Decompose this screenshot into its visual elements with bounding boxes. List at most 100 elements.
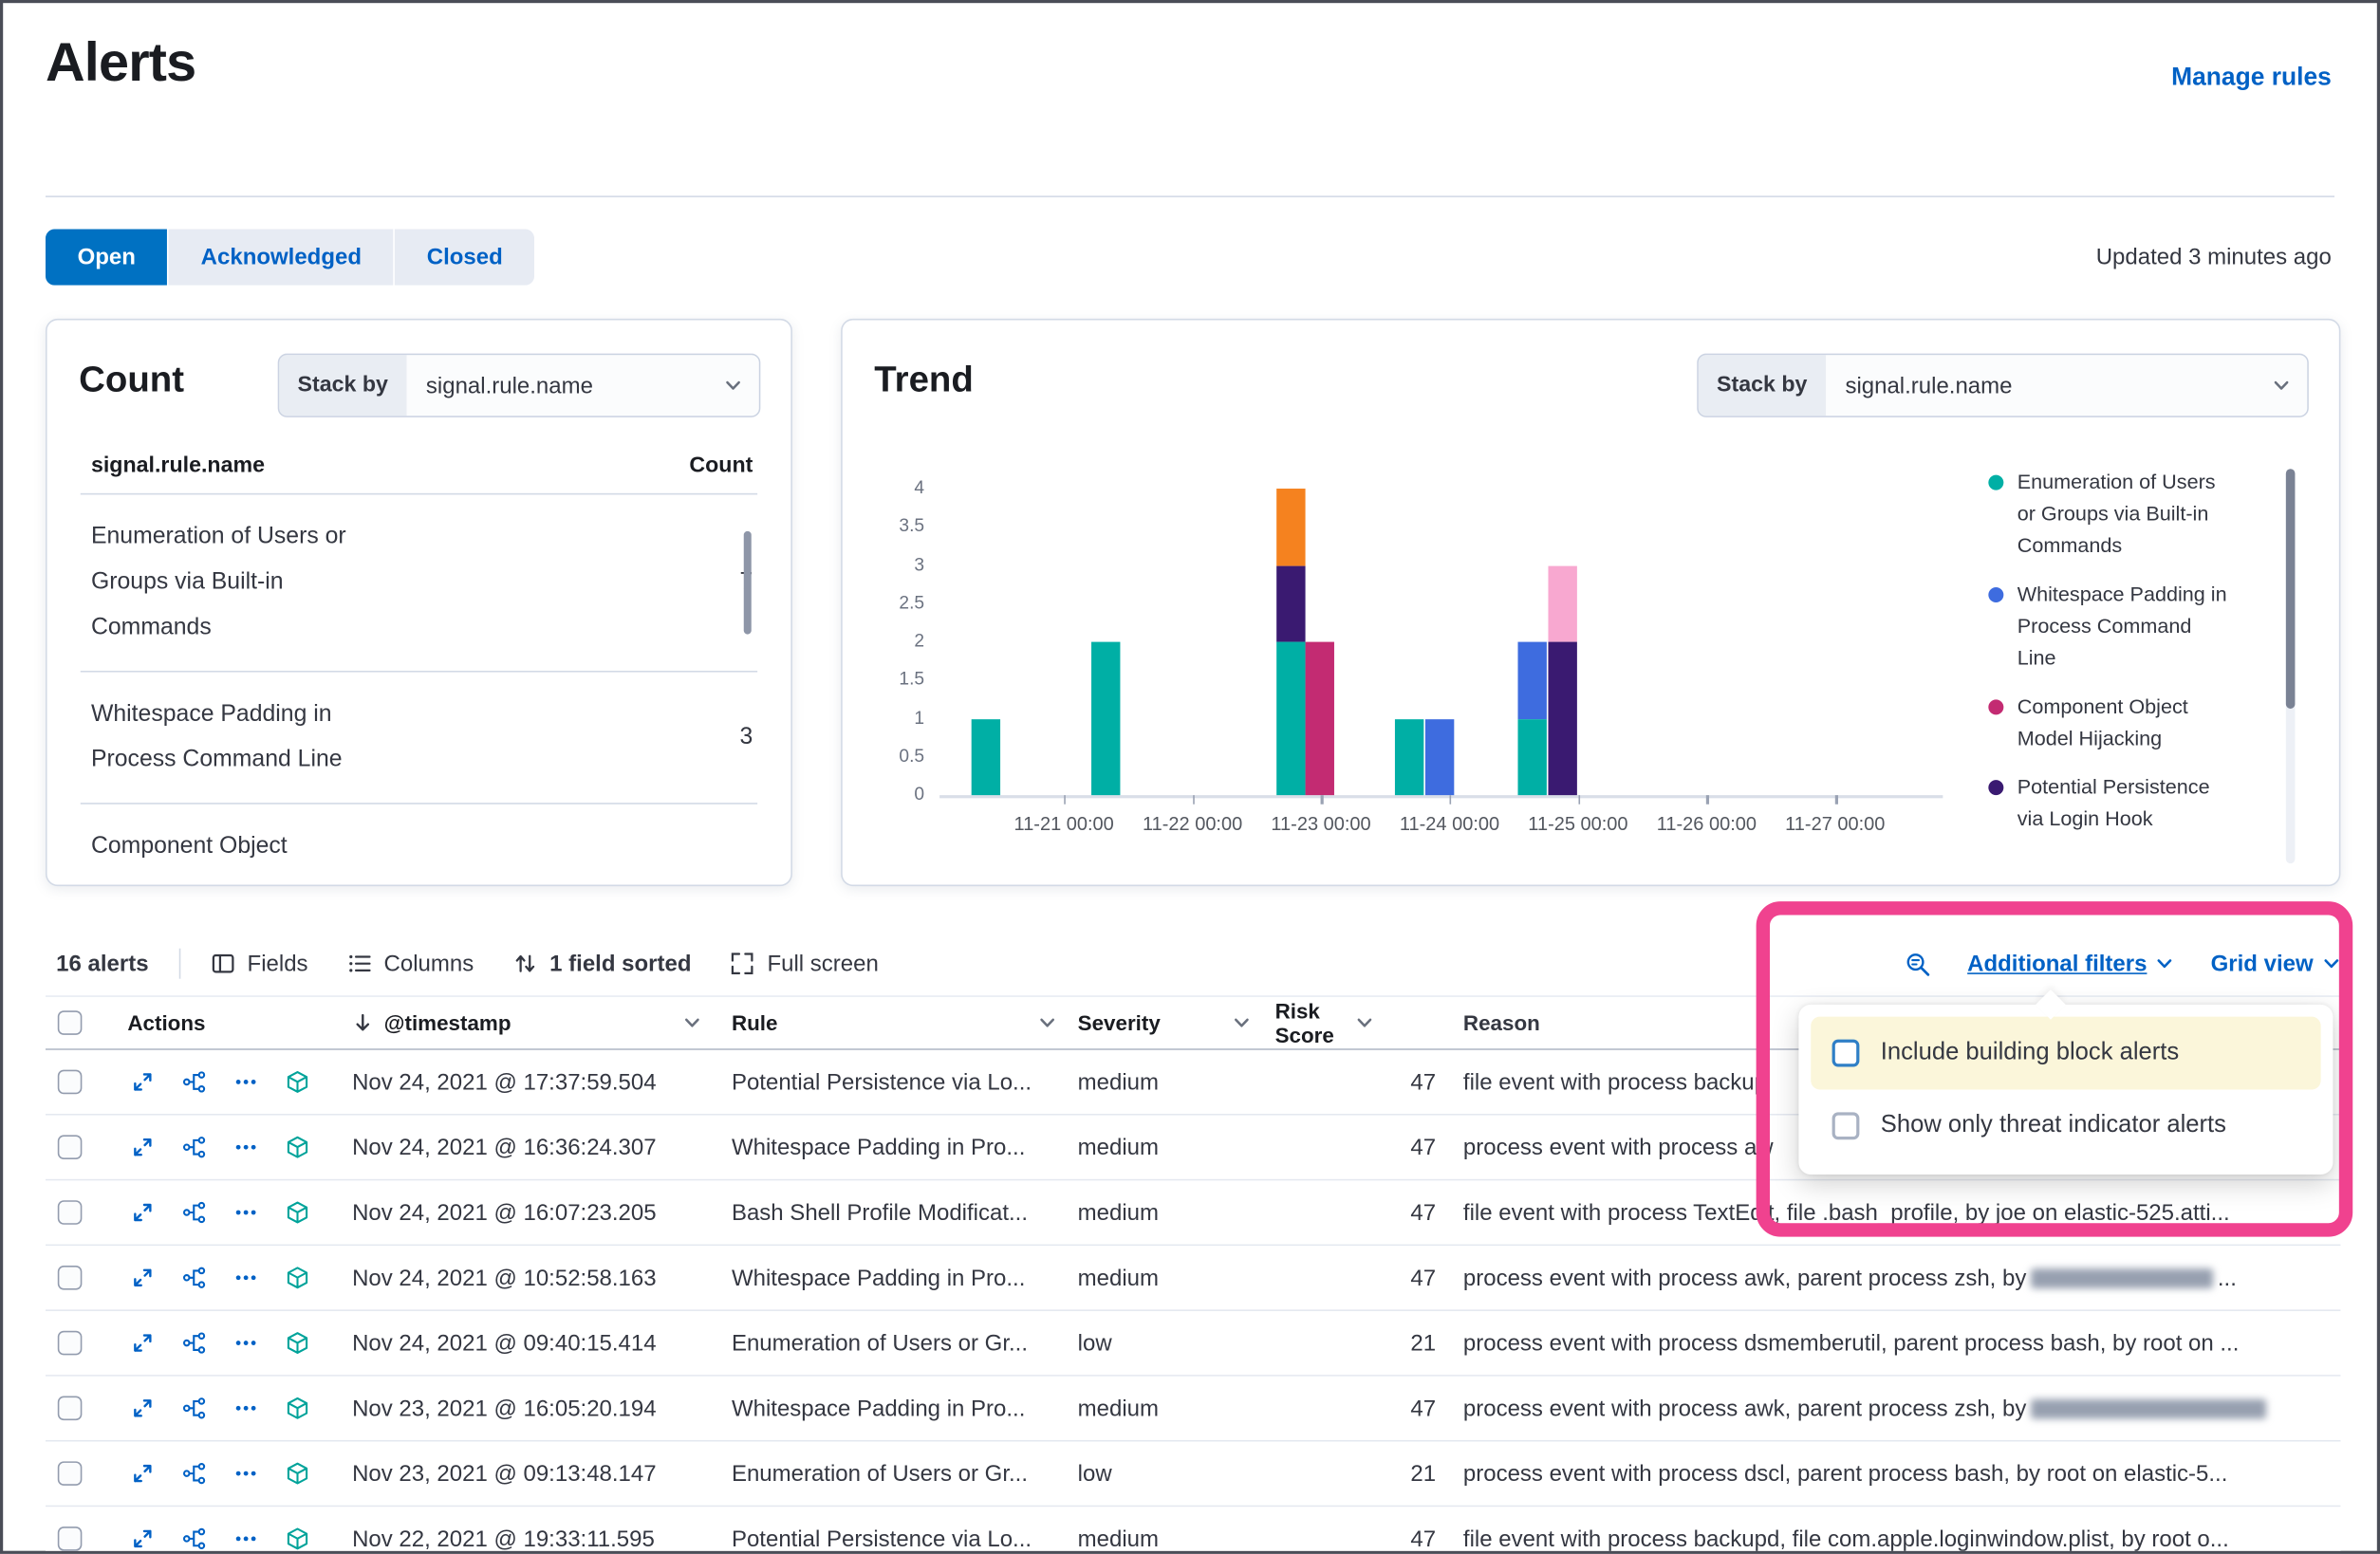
- row-actions: [82, 1116, 340, 1179]
- rule-cell[interactable]: Potential Persistence via Lo...: [731, 1526, 1032, 1552]
- endpoint-cube-icon: [286, 1331, 310, 1356]
- timestamp-cell: Nov 24, 2021 @ 09:40:15.414: [352, 1329, 657, 1357]
- full-screen-button[interactable]: Full screen: [731, 951, 879, 976]
- x-axis-tick-mark: [1449, 795, 1452, 805]
- row-checkbox[interactable]: [57, 1526, 83, 1551]
- row-checkbox[interactable]: [57, 1135, 83, 1160]
- grid-view-button[interactable]: Grid view: [2211, 951, 2341, 976]
- more-actions-icon[interactable]: [233, 1266, 258, 1290]
- row-checkbox[interactable]: [57, 1200, 83, 1225]
- tab-acknowledged[interactable]: Acknowledged: [169, 229, 394, 286]
- legend-item[interactable]: Whitespace Padding in Process Command Li…: [1988, 578, 2246, 674]
- timestamp-cell: Nov 23, 2021 @ 16:05:20.194: [352, 1395, 657, 1421]
- legend-item[interactable]: Component Object Model Hijacking: [1988, 691, 2246, 754]
- risk-score-header[interactable]: Risk Score: [1275, 997, 1458, 1048]
- row-checkbox[interactable]: [57, 1461, 83, 1486]
- sort-fields-button[interactable]: 1 field sorted: [513, 951, 691, 976]
- rule-cell[interactable]: Bash Shell Profile Modificat...: [731, 1199, 1029, 1226]
- expand-alert-icon[interactable]: [131, 1461, 156, 1486]
- analyze-event-icon[interactable]: [182, 1526, 207, 1551]
- row-checkbox[interactable]: [57, 1396, 83, 1421]
- reason-cell: process event with process dsmemberutil,…: [1462, 1329, 2240, 1357]
- legend-item[interactable]: Enumeration of Users or Groups via Built…: [1988, 466, 2246, 562]
- expand-alert-icon[interactable]: [131, 1266, 156, 1290]
- severity-cell: medium: [1077, 1395, 1159, 1421]
- rule-cell[interactable]: Potential Persistence via Lo...: [731, 1068, 1032, 1096]
- alerts-table-header: Actions @timestamp Rule Severity Risk Sc…: [45, 995, 2341, 1050]
- severity-header[interactable]: Severity: [1078, 997, 1275, 1048]
- count-col-name: signal.rule.name: [90, 453, 266, 478]
- trend-bar-segment: [1276, 564, 1306, 642]
- trend-bar: [1548, 564, 1578, 796]
- fields-button[interactable]: Fields: [211, 951, 308, 976]
- table-row: Nov 23, 2021 @ 16:05:20.194 Whitespace P…: [45, 1376, 2341, 1442]
- expand-alert-icon[interactable]: [131, 1200, 156, 1225]
- rule-cell[interactable]: Whitespace Padding in Pro...: [731, 1134, 1026, 1160]
- reason-cell: process event with process awk, parent p…: [1458, 1377, 2341, 1440]
- select-all-checkbox[interactable]: [57, 1010, 83, 1035]
- inspect-icon[interactable]: [1906, 951, 1931, 976]
- rule-cell[interactable]: Enumeration of Users or Gr...: [731, 1460, 1028, 1487]
- checkbox[interactable]: [1831, 1112, 1860, 1140]
- more-actions-icon[interactable]: [233, 1526, 258, 1551]
- rule-cell[interactable]: Whitespace Padding in Pro...: [731, 1395, 1026, 1421]
- analyze-event-icon[interactable]: [182, 1135, 207, 1159]
- trend-stack-by-select[interactable]: signal.rule.name: [1825, 355, 2308, 416]
- analyze-event-icon[interactable]: [182, 1461, 207, 1486]
- columns-icon: [347, 952, 372, 976]
- reason-cell: process event with process awk, parent p…: [1462, 1265, 2237, 1291]
- rule-header[interactable]: Rule: [716, 997, 1078, 1048]
- actions-header: Actions: [127, 1010, 206, 1035]
- rule-cell[interactable]: Whitespace Padding in Pro...: [731, 1265, 1026, 1291]
- more-actions-icon[interactable]: [233, 1200, 258, 1225]
- endpoint-cube-icon: [286, 1266, 310, 1290]
- manage-rules-link[interactable]: Manage rules: [2171, 64, 2332, 91]
- expand-alert-icon[interactable]: [131, 1331, 156, 1356]
- count-scrollbar[interactable]: [743, 530, 752, 635]
- more-actions-icon[interactable]: [233, 1331, 258, 1356]
- chevron-down-icon: [2156, 954, 2174, 972]
- analyze-event-icon[interactable]: [182, 1331, 207, 1356]
- more-actions-icon[interactable]: [233, 1461, 258, 1486]
- analyze-event-icon[interactable]: [182, 1070, 207, 1095]
- more-actions-icon[interactable]: [233, 1070, 258, 1095]
- expand-alert-icon[interactable]: [131, 1135, 156, 1159]
- more-actions-icon[interactable]: [233, 1397, 258, 1421]
- alert-count-label: 16 alerts: [56, 951, 149, 977]
- filter-option[interactable]: Include building block alerts: [1811, 1016, 2321, 1090]
- expand-alert-icon[interactable]: [131, 1070, 156, 1095]
- analyze-event-icon[interactable]: [182, 1397, 207, 1421]
- row-checkbox[interactable]: [57, 1265, 83, 1290]
- expand-alert-icon[interactable]: [131, 1397, 156, 1421]
- row-actions: [82, 1311, 340, 1375]
- x-axis-tick-label: 11-23 00:00: [1271, 813, 1371, 835]
- expand-alert-icon[interactable]: [131, 1526, 156, 1551]
- row-checkbox[interactable]: [57, 1330, 83, 1356]
- trend-bar-segment: [1424, 718, 1455, 796]
- severity-cell: medium: [1077, 1265, 1159, 1291]
- legend-scrollbar[interactable]: [2285, 469, 2296, 864]
- reason-header[interactable]: Reason: [1462, 1010, 1540, 1035]
- timestamp-header[interactable]: @timestamp: [340, 997, 716, 1048]
- rule-cell[interactable]: Enumeration of Users or Gr...: [731, 1329, 1028, 1357]
- checkbox[interactable]: [1831, 1039, 1860, 1067]
- legend-item[interactable]: Potential Persistence via Login Hook: [1988, 771, 2246, 835]
- fields-icon: [211, 952, 235, 976]
- trend-bar-segment: [1548, 641, 1578, 796]
- trend-bar: [1395, 718, 1424, 796]
- tab-open[interactable]: Open: [45, 229, 168, 286]
- count-table: signal.rule.name Count Enumeration of Us…: [80, 438, 758, 884]
- additional-filters-button[interactable]: Additional filters: [1967, 951, 2174, 976]
- columns-button[interactable]: Columns: [347, 951, 474, 976]
- reason-cell: file event with process backup: [1462, 1068, 1767, 1096]
- analyze-event-icon[interactable]: [182, 1200, 207, 1225]
- tab-closed[interactable]: Closed: [395, 229, 535, 286]
- more-actions-icon[interactable]: [233, 1135, 258, 1159]
- row-checkbox-cell: [46, 1246, 83, 1309]
- filter-option[interactable]: Show only threat indicator alerts: [1811, 1089, 2320, 1162]
- count-stack-by-select[interactable]: signal.rule.name: [406, 355, 759, 416]
- analyze-event-icon[interactable]: [182, 1266, 207, 1290]
- y-axis-tick-label: 1.5: [899, 668, 925, 690]
- row-checkbox[interactable]: [57, 1069, 83, 1095]
